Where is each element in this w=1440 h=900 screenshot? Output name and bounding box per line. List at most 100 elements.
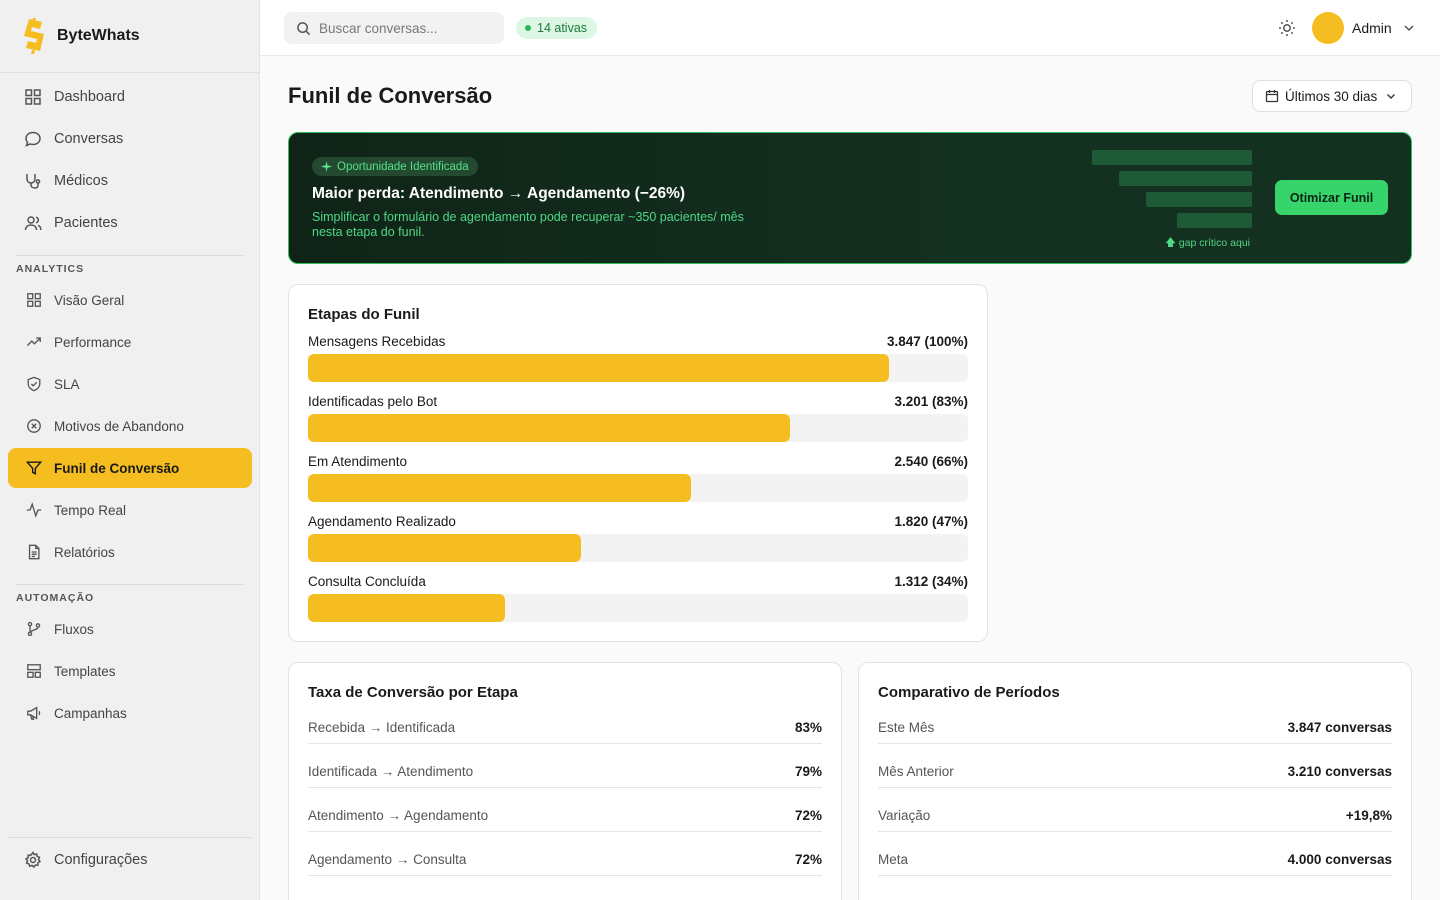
stage-bar-fill bbox=[308, 354, 889, 382]
sidebar-item-motivos-abandono[interactable]: Motivos de Abandono bbox=[8, 406, 252, 446]
card-title: Taxa de Conversão por Etapa bbox=[308, 684, 518, 701]
sidebar-item-sla[interactable]: SLA bbox=[8, 364, 252, 404]
row-value: 79% bbox=[794, 764, 822, 779]
row-value: 83% bbox=[794, 720, 822, 735]
sidebar-item-relatorios[interactable]: Relatórios bbox=[8, 532, 252, 572]
period-comparison-card: Comparativo de Períodos Este Mês 3.847 co… bbox=[858, 662, 1412, 900]
insight-tag-label: Oportunidade Identificada bbox=[337, 160, 469, 173]
divider bbox=[16, 584, 244, 585]
status-dot bbox=[525, 25, 531, 31]
stage-value: 1.312 (34%) bbox=[894, 574, 968, 589]
mini-funnel-bar bbox=[1119, 171, 1252, 186]
list-item: Recebida → Identificada 83% bbox=[308, 720, 822, 744]
list-item: Identificada → Atendimento 79% bbox=[308, 764, 822, 788]
sidebar-item-medicos[interactable]: Médicos bbox=[8, 161, 252, 201]
row-label: Mês Anterior bbox=[878, 764, 954, 779]
stage-value: 1.820 (47%) bbox=[894, 514, 968, 529]
row-value: 3.210 conversas bbox=[1287, 764, 1392, 779]
list-item: Este Mês 3.847 conversas bbox=[878, 720, 1392, 744]
sidebar-item-label: Dashboard bbox=[54, 89, 125, 105]
list-item: Meta 4.000 conversas bbox=[878, 852, 1392, 876]
sidebar-item-campanhas[interactable]: Campanhas bbox=[8, 693, 252, 733]
insight-title: Maior perda: Atendimento → Agendamento (… bbox=[312, 185, 686, 202]
search-input[interactable] bbox=[319, 20, 489, 36]
stage-value: 3.201 (83%) bbox=[894, 394, 968, 409]
stage-bar-track bbox=[308, 414, 968, 442]
list-item: Variação +19,8% bbox=[878, 808, 1392, 832]
list-item: Atendimento → Agendamento 72% bbox=[308, 808, 822, 832]
sidebar: ByteWhats Dashboard Conversas Médicos Pa… bbox=[0, 0, 260, 900]
row-value: 3.847 conversas bbox=[1287, 720, 1392, 735]
sidebar-item-dashboard[interactable]: Dashboard bbox=[8, 77, 252, 117]
gap-note-label: gap crítico aqui bbox=[1178, 237, 1250, 249]
optimize-funnel-button[interactable]: Otimizar Funil bbox=[1275, 180, 1388, 215]
sidebar-item-label: Templates bbox=[54, 663, 116, 679]
divider bbox=[8, 837, 252, 838]
row-label: Meta bbox=[878, 852, 909, 867]
mini-funnel-bar bbox=[1092, 150, 1252, 165]
shield-check-icon bbox=[26, 376, 42, 392]
layout-icon bbox=[26, 663, 42, 679]
row-value: 72% bbox=[794, 852, 822, 867]
sidebar-item-label: Funil de Conversão bbox=[54, 460, 180, 476]
activity-icon bbox=[26, 502, 42, 518]
sidebar-item-pacientes[interactable]: Pacientes bbox=[8, 203, 252, 243]
active-conversations-badge: 14 ativas bbox=[516, 17, 598, 39]
row-label: Este Mês bbox=[878, 720, 935, 735]
stage-label: Em Atendimento bbox=[308, 454, 408, 469]
stage-bar-track bbox=[308, 354, 968, 382]
theme-toggle-button[interactable] bbox=[1276, 17, 1298, 39]
user-name[interactable]: Admin bbox=[1352, 20, 1392, 36]
sidebar-item-label: Pacientes bbox=[54, 215, 118, 231]
section-label-automacao: AUTOMAÇÃO bbox=[16, 592, 95, 604]
sidebar-item-configuracoes[interactable]: Configurações bbox=[8, 840, 252, 880]
sidebar-item-fluxos[interactable]: Fluxos bbox=[8, 609, 252, 649]
page-title: Funil de Conversão bbox=[288, 83, 493, 108]
brand[interactable]: ByteWhats bbox=[0, 0, 259, 73]
sidebar-item-templates[interactable]: Templates bbox=[8, 651, 252, 691]
row-label: Atendimento → Agendamento bbox=[308, 808, 489, 823]
row-label: Identificada → Atendimento bbox=[308, 764, 474, 779]
sidebar-item-performance[interactable]: Performance bbox=[8, 322, 252, 362]
sidebar-item-label: Campanhas bbox=[54, 705, 127, 721]
grid-icon bbox=[24, 88, 42, 106]
sidebar-item-label: Médicos bbox=[54, 173, 108, 189]
document-icon bbox=[26, 544, 42, 560]
search-icon bbox=[297, 21, 311, 35]
bytewhats-logo-icon bbox=[24, 18, 44, 54]
stage-bar-track bbox=[308, 474, 968, 502]
row-value: 4.000 conversas bbox=[1287, 852, 1392, 867]
stage-bar-fill bbox=[308, 414, 791, 442]
divider bbox=[16, 255, 244, 256]
chevron-down-icon bbox=[1387, 94, 1396, 99]
stage-label: Identificadas pelo Bot bbox=[308, 394, 438, 409]
sparkle-icon bbox=[321, 161, 332, 172]
stage-label: Consulta Concluída bbox=[308, 574, 426, 589]
sidebar-item-label: SLA bbox=[54, 376, 80, 392]
search-box[interactable] bbox=[284, 12, 504, 44]
sun-icon bbox=[1279, 20, 1295, 36]
sidebar-item-label: Relatórios bbox=[54, 544, 115, 560]
calendar-icon bbox=[1265, 90, 1279, 103]
avatar[interactable] bbox=[1312, 12, 1344, 44]
stage-label: Mensagens Recebidas bbox=[308, 334, 446, 349]
row-label: Agendamento → Consulta bbox=[308, 852, 467, 867]
sidebar-item-conversas[interactable]: Conversas bbox=[8, 119, 252, 159]
insight-banner: Oportunidade Identificada Maior perda: A… bbox=[288, 132, 1412, 264]
stage-label: Agendamento Realizado bbox=[308, 514, 456, 529]
sidebar-item-funil-conversao[interactable]: Funil de Conversão bbox=[8, 448, 252, 488]
stethoscope-icon bbox=[24, 172, 42, 190]
date-range-select[interactable]: Últimos 30 dias bbox=[1252, 80, 1412, 112]
chevron-down-icon[interactable] bbox=[1402, 21, 1416, 35]
trending-up-icon bbox=[26, 334, 42, 350]
sidebar-item-label: Visão Geral bbox=[54, 292, 125, 308]
card-title: Etapas do Funil bbox=[308, 306, 420, 323]
sidebar-item-visao-geral[interactable]: Visão Geral bbox=[8, 280, 252, 320]
conversion-rate-card: Taxa de Conversão por Etapa Recebida → I… bbox=[288, 662, 842, 900]
sidebar-item-label: Performance bbox=[54, 334, 132, 350]
sidebar-item-tempo-real[interactable]: Tempo Real bbox=[8, 490, 252, 530]
insight-description: Simplificar o formulário de agendamento … bbox=[312, 210, 744, 239]
arrow-up-icon: 🡅 bbox=[1165, 237, 1179, 249]
funnel-stages-card: Etapas do Funil Mensagens Recebidas 3.847… bbox=[288, 284, 988, 642]
row-value: +19,8% bbox=[1345, 808, 1392, 823]
